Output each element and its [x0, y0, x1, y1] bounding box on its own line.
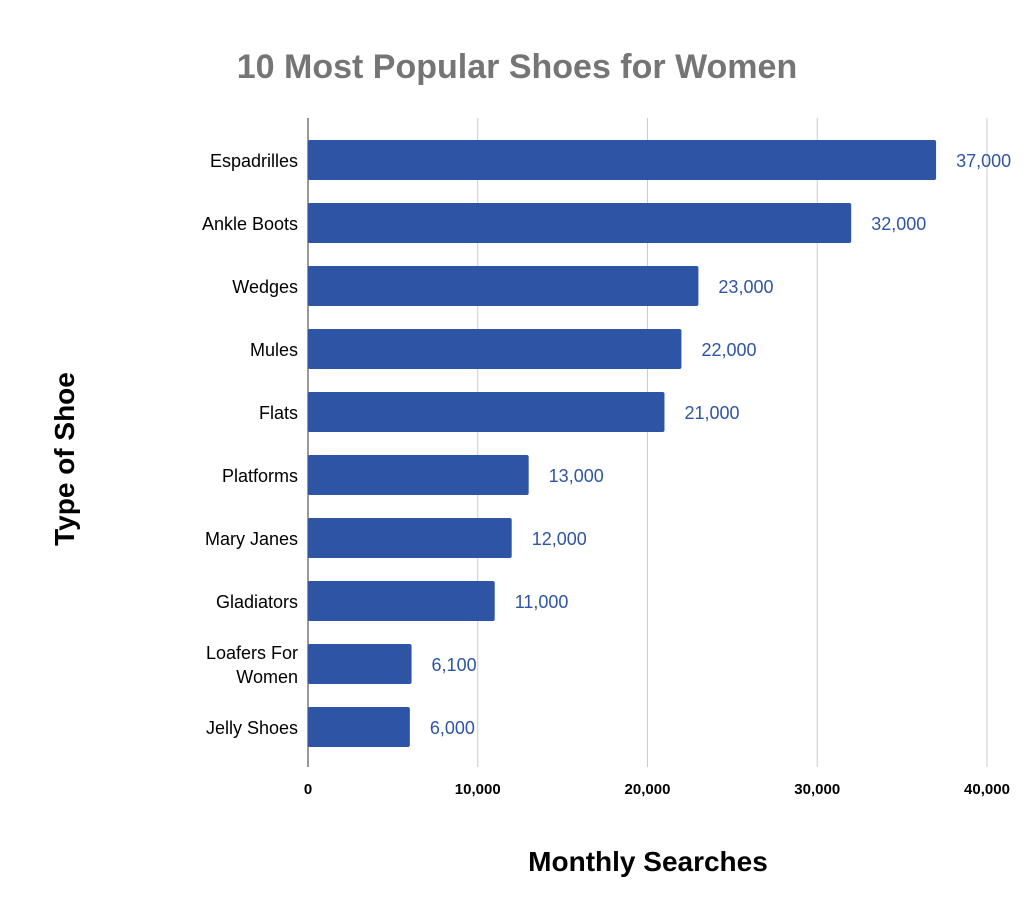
x-tick-label: 10,000	[455, 781, 501, 798]
data-label: 22,000	[701, 340, 756, 360]
x-tick-label: 20,000	[625, 781, 671, 798]
data-label: 21,000	[684, 403, 739, 423]
x-tick-label: 40,000	[964, 781, 1010, 798]
data-label: 32,000	[871, 214, 926, 234]
bar	[308, 644, 412, 684]
category-label: Mary Janes	[205, 529, 298, 549]
data-label: 6,100	[432, 655, 477, 675]
category-label-line: Flats	[259, 403, 298, 423]
category-label: Flats	[259, 403, 298, 423]
category-label: Loafers For Women	[206, 643, 298, 687]
category-label-line: Platforms	[222, 466, 298, 486]
chart-title: 10 Most Popular Shoes for Women	[237, 48, 797, 86]
bar	[308, 455, 529, 495]
category-label: Mules	[250, 340, 298, 360]
data-label: 37,000	[956, 151, 1011, 171]
category-label-line: Mary Janes	[205, 529, 298, 549]
category-label-line: Jelly Shoes	[206, 718, 298, 738]
data-label: 13,000	[549, 466, 604, 486]
bar	[308, 266, 699, 306]
bar	[308, 581, 495, 621]
data-label: 6,000	[430, 718, 475, 738]
bar	[308, 329, 682, 369]
category-label: Platforms	[222, 466, 298, 486]
category-label: Espadrilles	[210, 151, 298, 171]
bar	[308, 518, 512, 558]
bars-layer	[308, 140, 937, 747]
category-label-line: Women	[236, 667, 298, 687]
category-label-line: Mules	[250, 340, 298, 360]
category-label: Jelly Shoes	[206, 718, 298, 738]
x-tick-label: 30,000	[794, 781, 840, 798]
category-label-line: Ankle Boots	[202, 214, 298, 234]
bar	[308, 392, 665, 432]
x-tick-label: 0	[304, 781, 312, 798]
bar	[308, 707, 410, 747]
y-axis-title: Type of Shoe	[49, 372, 80, 546]
data-label: 23,000	[718, 277, 773, 297]
data-label: 12,000	[532, 529, 587, 549]
data-label: 11,000	[515, 592, 569, 612]
category-label: Wedges	[232, 277, 298, 297]
category-label-line: Wedges	[232, 277, 298, 297]
x-axis-title: Monthly Searches	[528, 846, 768, 877]
category-label-line: Loafers For	[206, 643, 298, 663]
labels-layer: 0 10,000 20,000 30,000 40,000 37,000 Espadrill…	[202, 151, 1011, 798]
category-label: Ankle Boots	[202, 214, 298, 234]
category-label: Gladiators	[216, 592, 298, 612]
bar	[308, 203, 852, 243]
category-label-line: Gladiators	[216, 592, 298, 612]
category-label-line: Espadrilles	[210, 151, 298, 171]
bar	[308, 140, 937, 180]
